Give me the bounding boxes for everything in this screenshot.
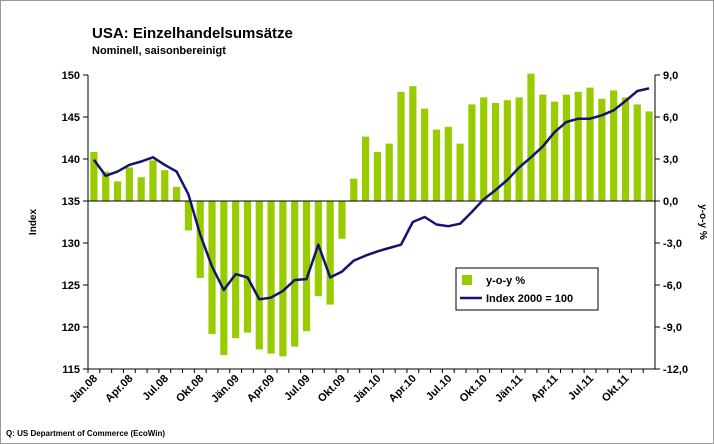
- bar: [373, 152, 382, 201]
- bar: [326, 201, 334, 305]
- bar: [90, 152, 98, 201]
- bar: [137, 177, 145, 201]
- bar: [503, 100, 511, 201]
- bar: [232, 201, 240, 339]
- y-tick-label: 140: [62, 154, 80, 166]
- y2-tick-label: 3,0: [663, 154, 678, 166]
- bar: [267, 201, 275, 354]
- bar: [291, 201, 299, 347]
- bar: [421, 108, 429, 201]
- y2-tick-label: -3,0: [663, 238, 682, 250]
- y-tick-label: 145: [62, 112, 80, 124]
- y-tick-label: 115: [62, 364, 80, 376]
- line: [92, 87, 650, 301]
- bar: [515, 97, 523, 201]
- bar: [172, 187, 181, 201]
- y-tick-label: 150: [62, 70, 80, 82]
- legend-label: Index 2000 = 100: [486, 293, 573, 305]
- bar: [456, 143, 464, 201]
- y2-axis-label: y-o-y %: [697, 204, 708, 240]
- y2-tick-label: 9,0: [663, 70, 678, 82]
- y-tick-label: 120: [62, 322, 80, 334]
- bar: [350, 178, 358, 201]
- legend-label: y-o-y %: [486, 275, 525, 287]
- bar: [645, 111, 653, 201]
- chart-subtitle: Nominell, saisonbereinigt: [92, 45, 226, 57]
- bar: [314, 201, 322, 297]
- y2-tick-label: -9,0: [663, 322, 682, 334]
- bar: [255, 201, 263, 350]
- bar: [468, 104, 476, 201]
- bar: [574, 91, 582, 201]
- bar: [361, 136, 370, 201]
- bar: [161, 170, 169, 201]
- bar: [633, 104, 641, 201]
- bar: [550, 101, 559, 201]
- bar: [302, 201, 311, 332]
- y2-tick-label: 0,0: [663, 196, 678, 208]
- y-tick-label: 125: [62, 280, 80, 292]
- bar: [397, 91, 405, 201]
- bar: [610, 90, 618, 201]
- y2-tick-label: 6,0: [663, 112, 678, 124]
- bar: [444, 126, 452, 201]
- bar: [491, 103, 500, 201]
- bar: [102, 171, 110, 201]
- bar: [562, 94, 571, 201]
- bar: [527, 73, 535, 201]
- bar: [480, 97, 488, 201]
- y-tick-label: 135: [62, 196, 80, 208]
- y2-tick-label: -6,0: [663, 280, 682, 292]
- bar: [243, 201, 252, 333]
- bar: [598, 98, 606, 201]
- y-tick-label: 130: [62, 238, 80, 250]
- bar: [586, 87, 594, 201]
- bar: [409, 86, 417, 201]
- bar: [220, 201, 228, 355]
- bar: [432, 129, 441, 201]
- bar: [196, 201, 204, 278]
- source: Q: US Department of Commerce (EcoWin): [6, 429, 165, 438]
- y2-tick-label: -12,0: [663, 364, 688, 376]
- legend-box: [455, 267, 599, 311]
- bar: [149, 160, 157, 201]
- bar: [621, 97, 630, 201]
- bar: [184, 201, 193, 231]
- bar: [279, 201, 287, 357]
- bar: [125, 167, 133, 201]
- bar: [338, 201, 346, 239]
- bar: [385, 143, 393, 201]
- chart-title: USA: Einzelhandelsumsätze: [92, 25, 293, 42]
- legend-swatch: [462, 275, 472, 285]
- y-axis-label: Index: [28, 209, 39, 236]
- bar: [113, 181, 122, 201]
